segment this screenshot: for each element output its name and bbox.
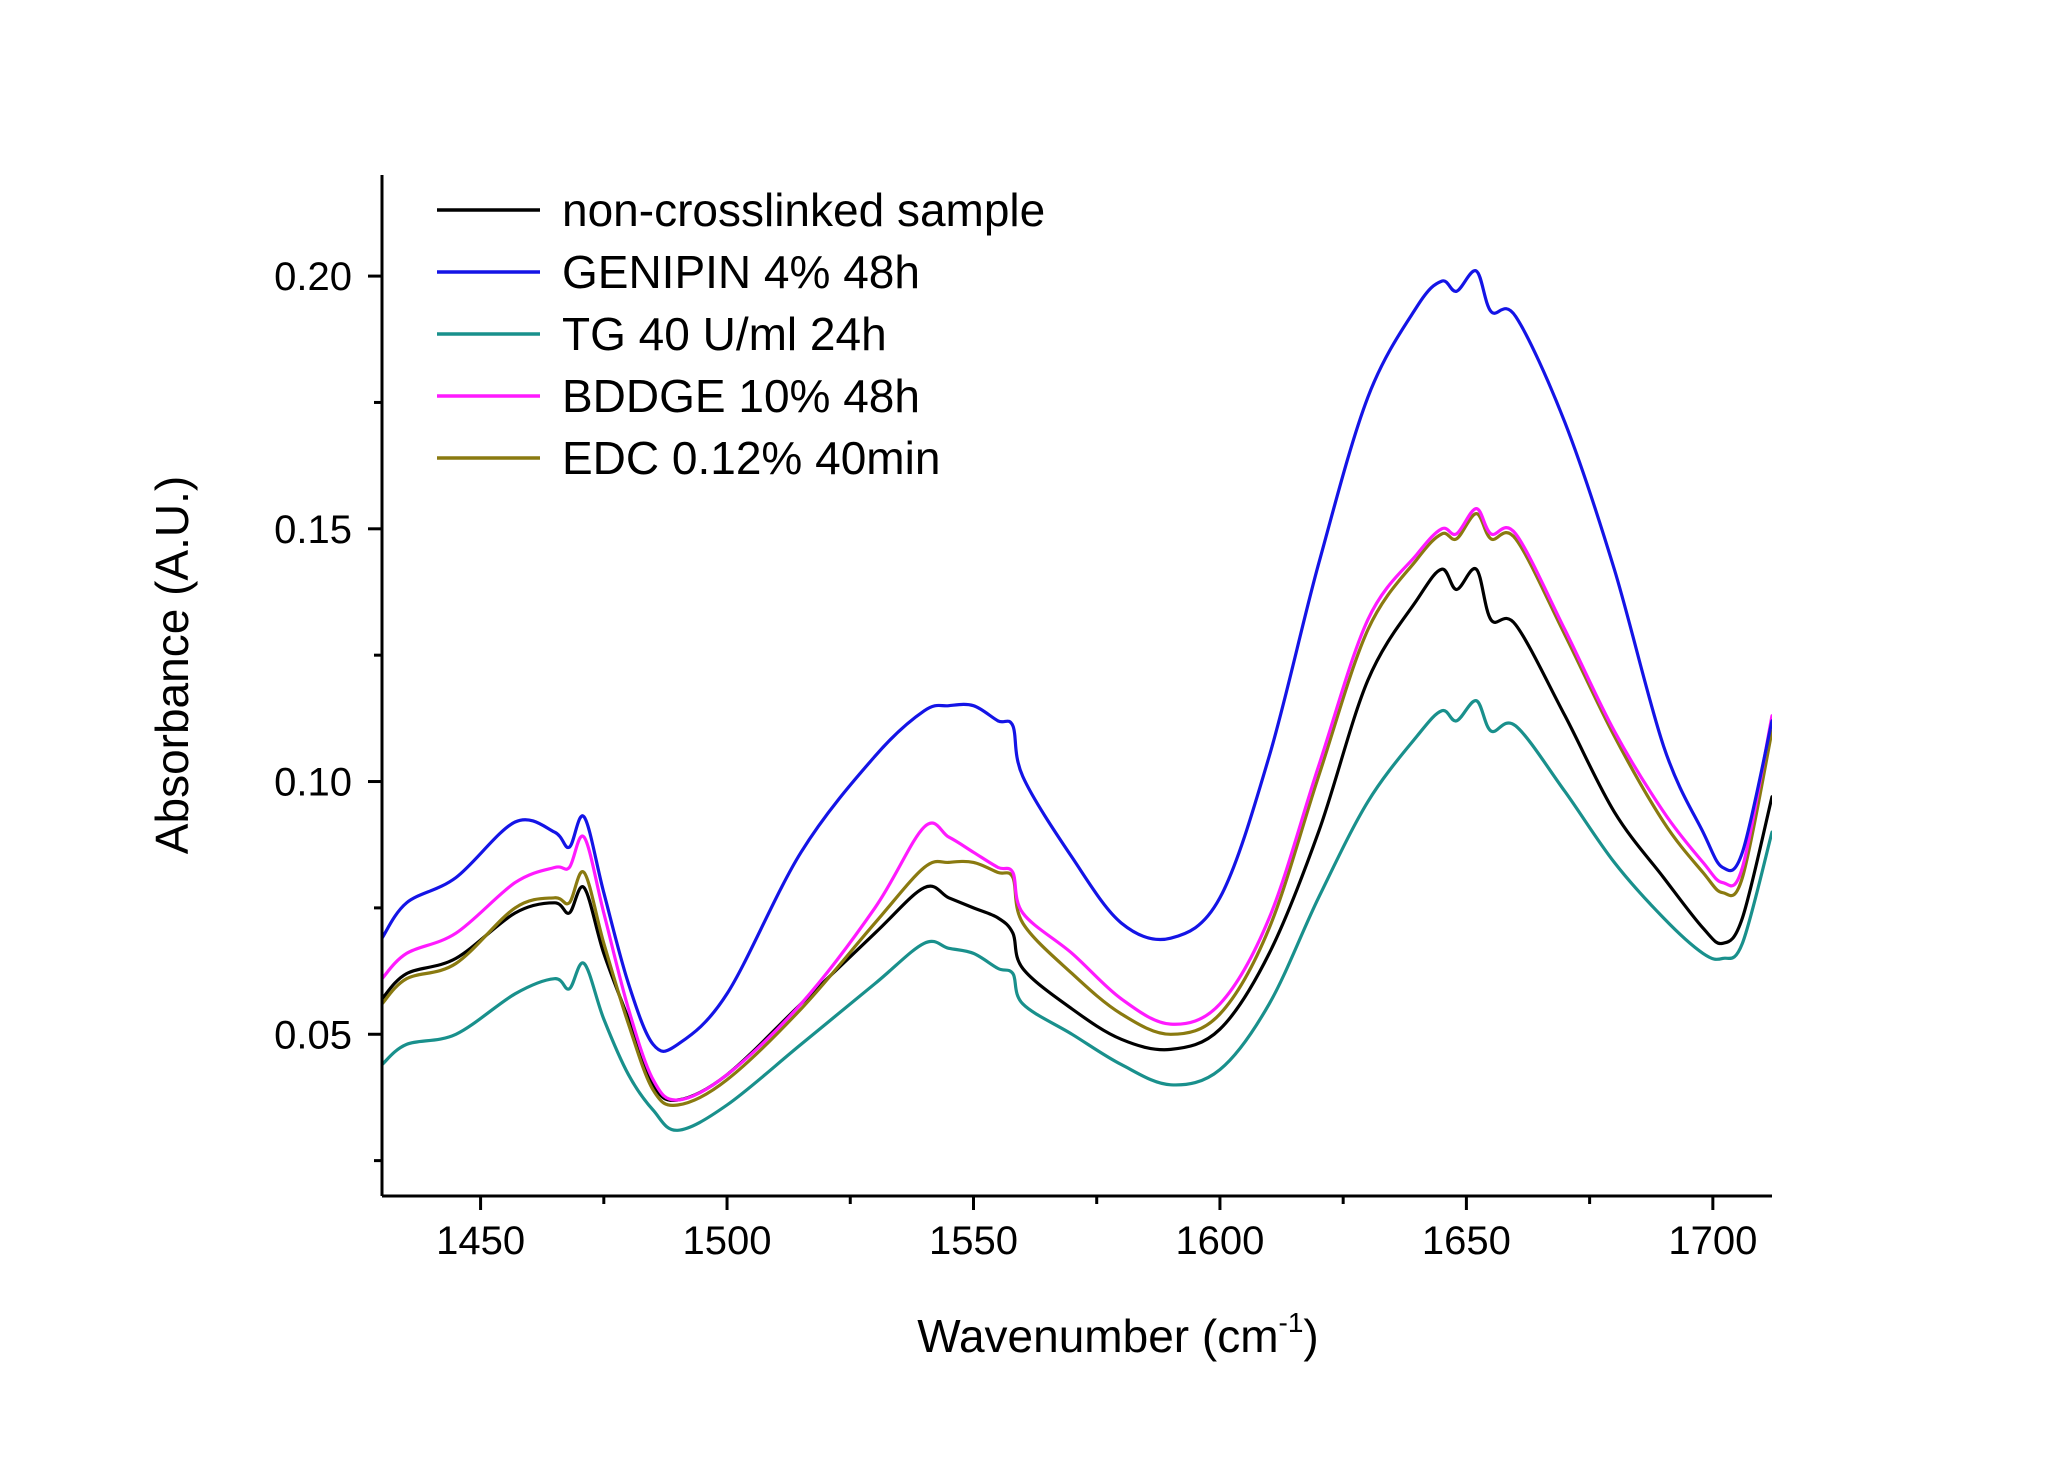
legend-label: EDC 0.12% 40min [562, 432, 940, 484]
legend-label: non-crosslinked sample [562, 184, 1045, 236]
x-axis-title-superscript: -1 [1279, 1307, 1304, 1338]
x-tick-label: 1550 [929, 1219, 1018, 1263]
series-line-non-crosslinked-sample [382, 567, 1772, 1102]
x-ticks: 1450 1500 1550 1600 1650 1700 [436, 1196, 1757, 1263]
x-tick-label: 1450 [436, 1219, 525, 1263]
series-line-tg-40-u-ml-24h [382, 699, 1772, 1132]
y-tick-label: 0.10 [274, 761, 352, 805]
series-line-bddge-10-48h [382, 507, 1772, 1102]
y-tick-label: 0.05 [274, 1013, 352, 1057]
y-ticks: 0.05 0.10 0.15 0.20 [274, 255, 382, 1163]
legend-label: GENIPIN 4% 48h [562, 246, 920, 298]
legend-label: TG 40 U/ml 24h [562, 308, 887, 360]
x-tick-label: 1700 [1668, 1219, 1757, 1263]
legend: non-crosslinked sample GENIPIN 4% 48h TG 4… [437, 184, 1045, 484]
legend-label: BDDGE 10% 48h [562, 370, 920, 422]
plot-series [382, 269, 1772, 1132]
series-line-genipin-4-48h [382, 269, 1772, 1053]
y-axis-title: Absorbance (A.U.) [146, 476, 198, 854]
x-tick-label: 1500 [683, 1219, 772, 1263]
x-axis-title-text: Wavenumber (cm [917, 1310, 1278, 1362]
x-axis-title: Wavenumber (cm-1) [917, 1307, 1319, 1362]
axes [380, 175, 1772, 1198]
x-tick-label: 1600 [1175, 1219, 1264, 1263]
series-line-edc-0-12-40min [382, 512, 1772, 1107]
y-tick-label: 0.15 [274, 508, 352, 552]
y-tick-label: 0.20 [274, 255, 352, 299]
x-axis-title-tail: ) [1303, 1310, 1318, 1362]
x-tick-label: 1650 [1422, 1219, 1511, 1263]
